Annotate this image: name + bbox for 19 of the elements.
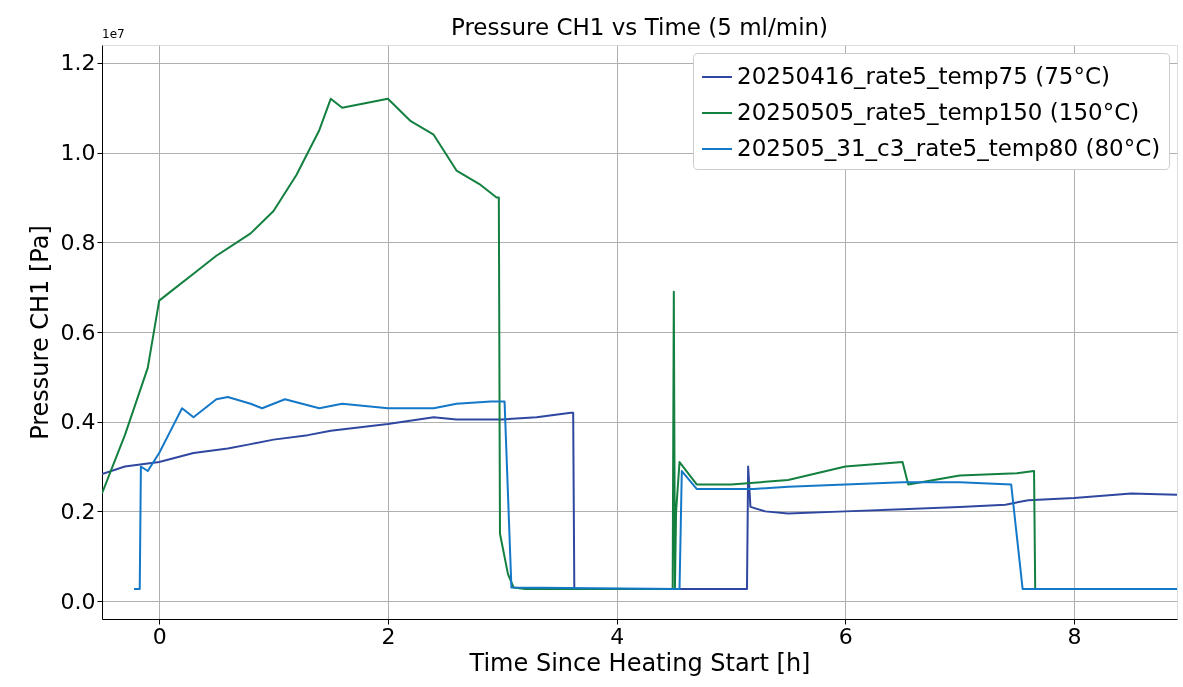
x-axis-title: Time Since Heating Start [h] <box>468 648 811 677</box>
y-tick-label: 1.2 <box>60 50 96 76</box>
y-tick-label: 0.0 <box>60 588 96 614</box>
x-tick-label: 2 <box>381 623 396 649</box>
legend-label: 20250505_rate5_temp150 (150°C) <box>737 99 1140 125</box>
y-tick-label: 0.6 <box>60 319 96 345</box>
legend-label: 202505_31_c3_rate5_temp80 (80°C) <box>737 135 1161 161</box>
y-tick-label: 0.2 <box>60 498 96 524</box>
y-axis-title: Pressure CH1 [Pa] <box>25 225 54 440</box>
x-tick-label: 8 <box>1067 623 1082 649</box>
chart-title: Pressure CH1 vs Time (5 ml/min) <box>450 14 829 40</box>
y-tick-label: 1.0 <box>60 140 96 166</box>
y-tick-label: 0.4 <box>60 409 96 435</box>
x-tick-label: 6 <box>838 623 853 649</box>
x-tick-label: 4 <box>610 623 625 649</box>
text: 1e7 <box>102 27 125 41</box>
legend-label: 20250416_rate5_temp75 (75°C) <box>737 63 1110 89</box>
x-tick-label: 0 <box>152 623 167 649</box>
y-tick-label: 0.8 <box>60 229 96 255</box>
